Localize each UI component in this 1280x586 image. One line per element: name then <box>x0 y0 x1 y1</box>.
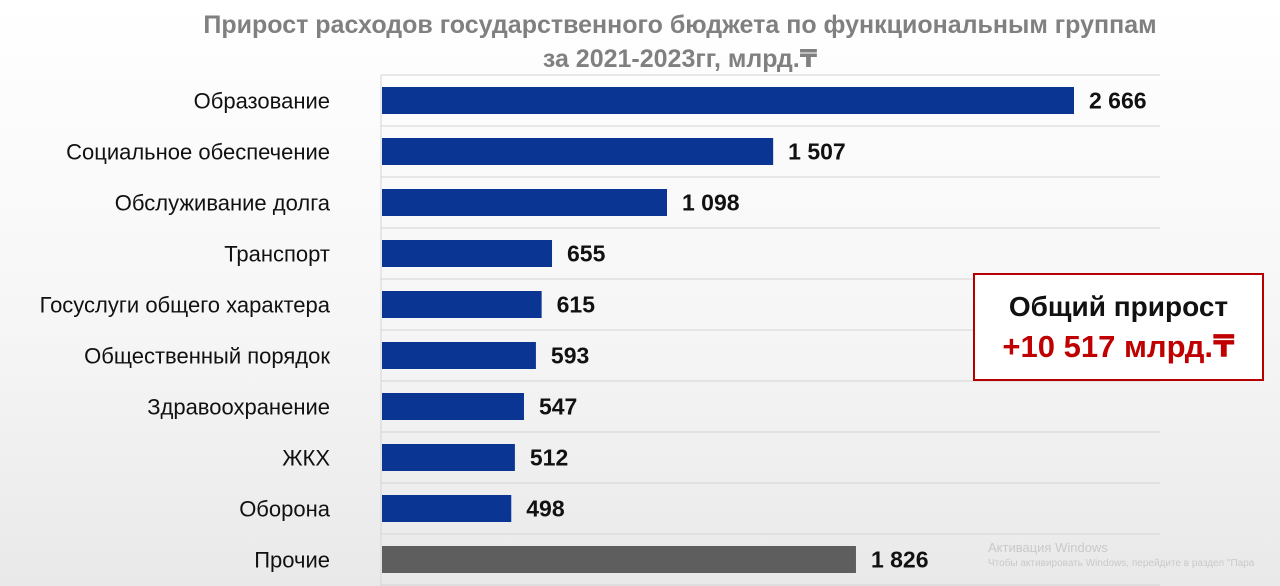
bar <box>382 189 668 216</box>
watermark-subtitle: Чтобы активировать Windows, перейдите в … <box>988 558 1255 569</box>
total-growth-value: +10 517 млрд.₸ <box>1002 329 1235 364</box>
bar <box>382 444 515 471</box>
value-label: 1 826 <box>871 547 929 573</box>
bar <box>382 495 512 522</box>
total-growth-label: Общий прирост <box>1008 291 1229 322</box>
category-label: ЖКХ <box>282 446 330 471</box>
category-label: Госуслуги общего характера <box>40 293 331 318</box>
bar <box>382 342 536 369</box>
value-label: 498 <box>526 496 565 522</box>
chart-title: Прирост расходов государственного бюджет… <box>80 8 1280 76</box>
bar <box>382 546 856 573</box>
value-label: 655 <box>567 241 606 267</box>
bar <box>382 240 553 267</box>
total-growth-box: Общий прирост +10 517 млрд.₸ <box>973 273 1264 381</box>
category-label: Прочие <box>254 548 330 573</box>
bar <box>382 291 542 318</box>
value-label: 512 <box>530 445 568 471</box>
bar <box>382 138 774 165</box>
value-label: 1 507 <box>788 139 846 165</box>
category-label: Общественный порядок <box>84 344 330 369</box>
value-label: 2 666 <box>1089 88 1147 114</box>
value-label: 615 <box>557 292 596 318</box>
bar <box>382 393 524 420</box>
watermark-title: Активация Windows <box>988 540 1108 555</box>
category-label: Обслуживание долга <box>115 191 331 216</box>
bar <box>382 87 1074 114</box>
category-label: Здравоохранение <box>147 395 330 420</box>
value-label: 593 <box>551 343 589 369</box>
chart-title-line1: Прирост расходов государственного бюджет… <box>203 11 1157 39</box>
category-label: Оборона <box>239 497 331 522</box>
value-label: 547 <box>539 394 577 420</box>
chart-title-line2: за 2021-2023гг, млрд.₸ <box>542 45 818 73</box>
windows-activation-watermark: Активация Windows Чтобы активировать Win… <box>988 540 1254 572</box>
category-label: Образование <box>194 89 330 114</box>
category-label: Социальное обеспечение <box>66 140 330 165</box>
category-label: Транспорт <box>224 242 330 267</box>
value-label: 1 098 <box>682 190 740 216</box>
